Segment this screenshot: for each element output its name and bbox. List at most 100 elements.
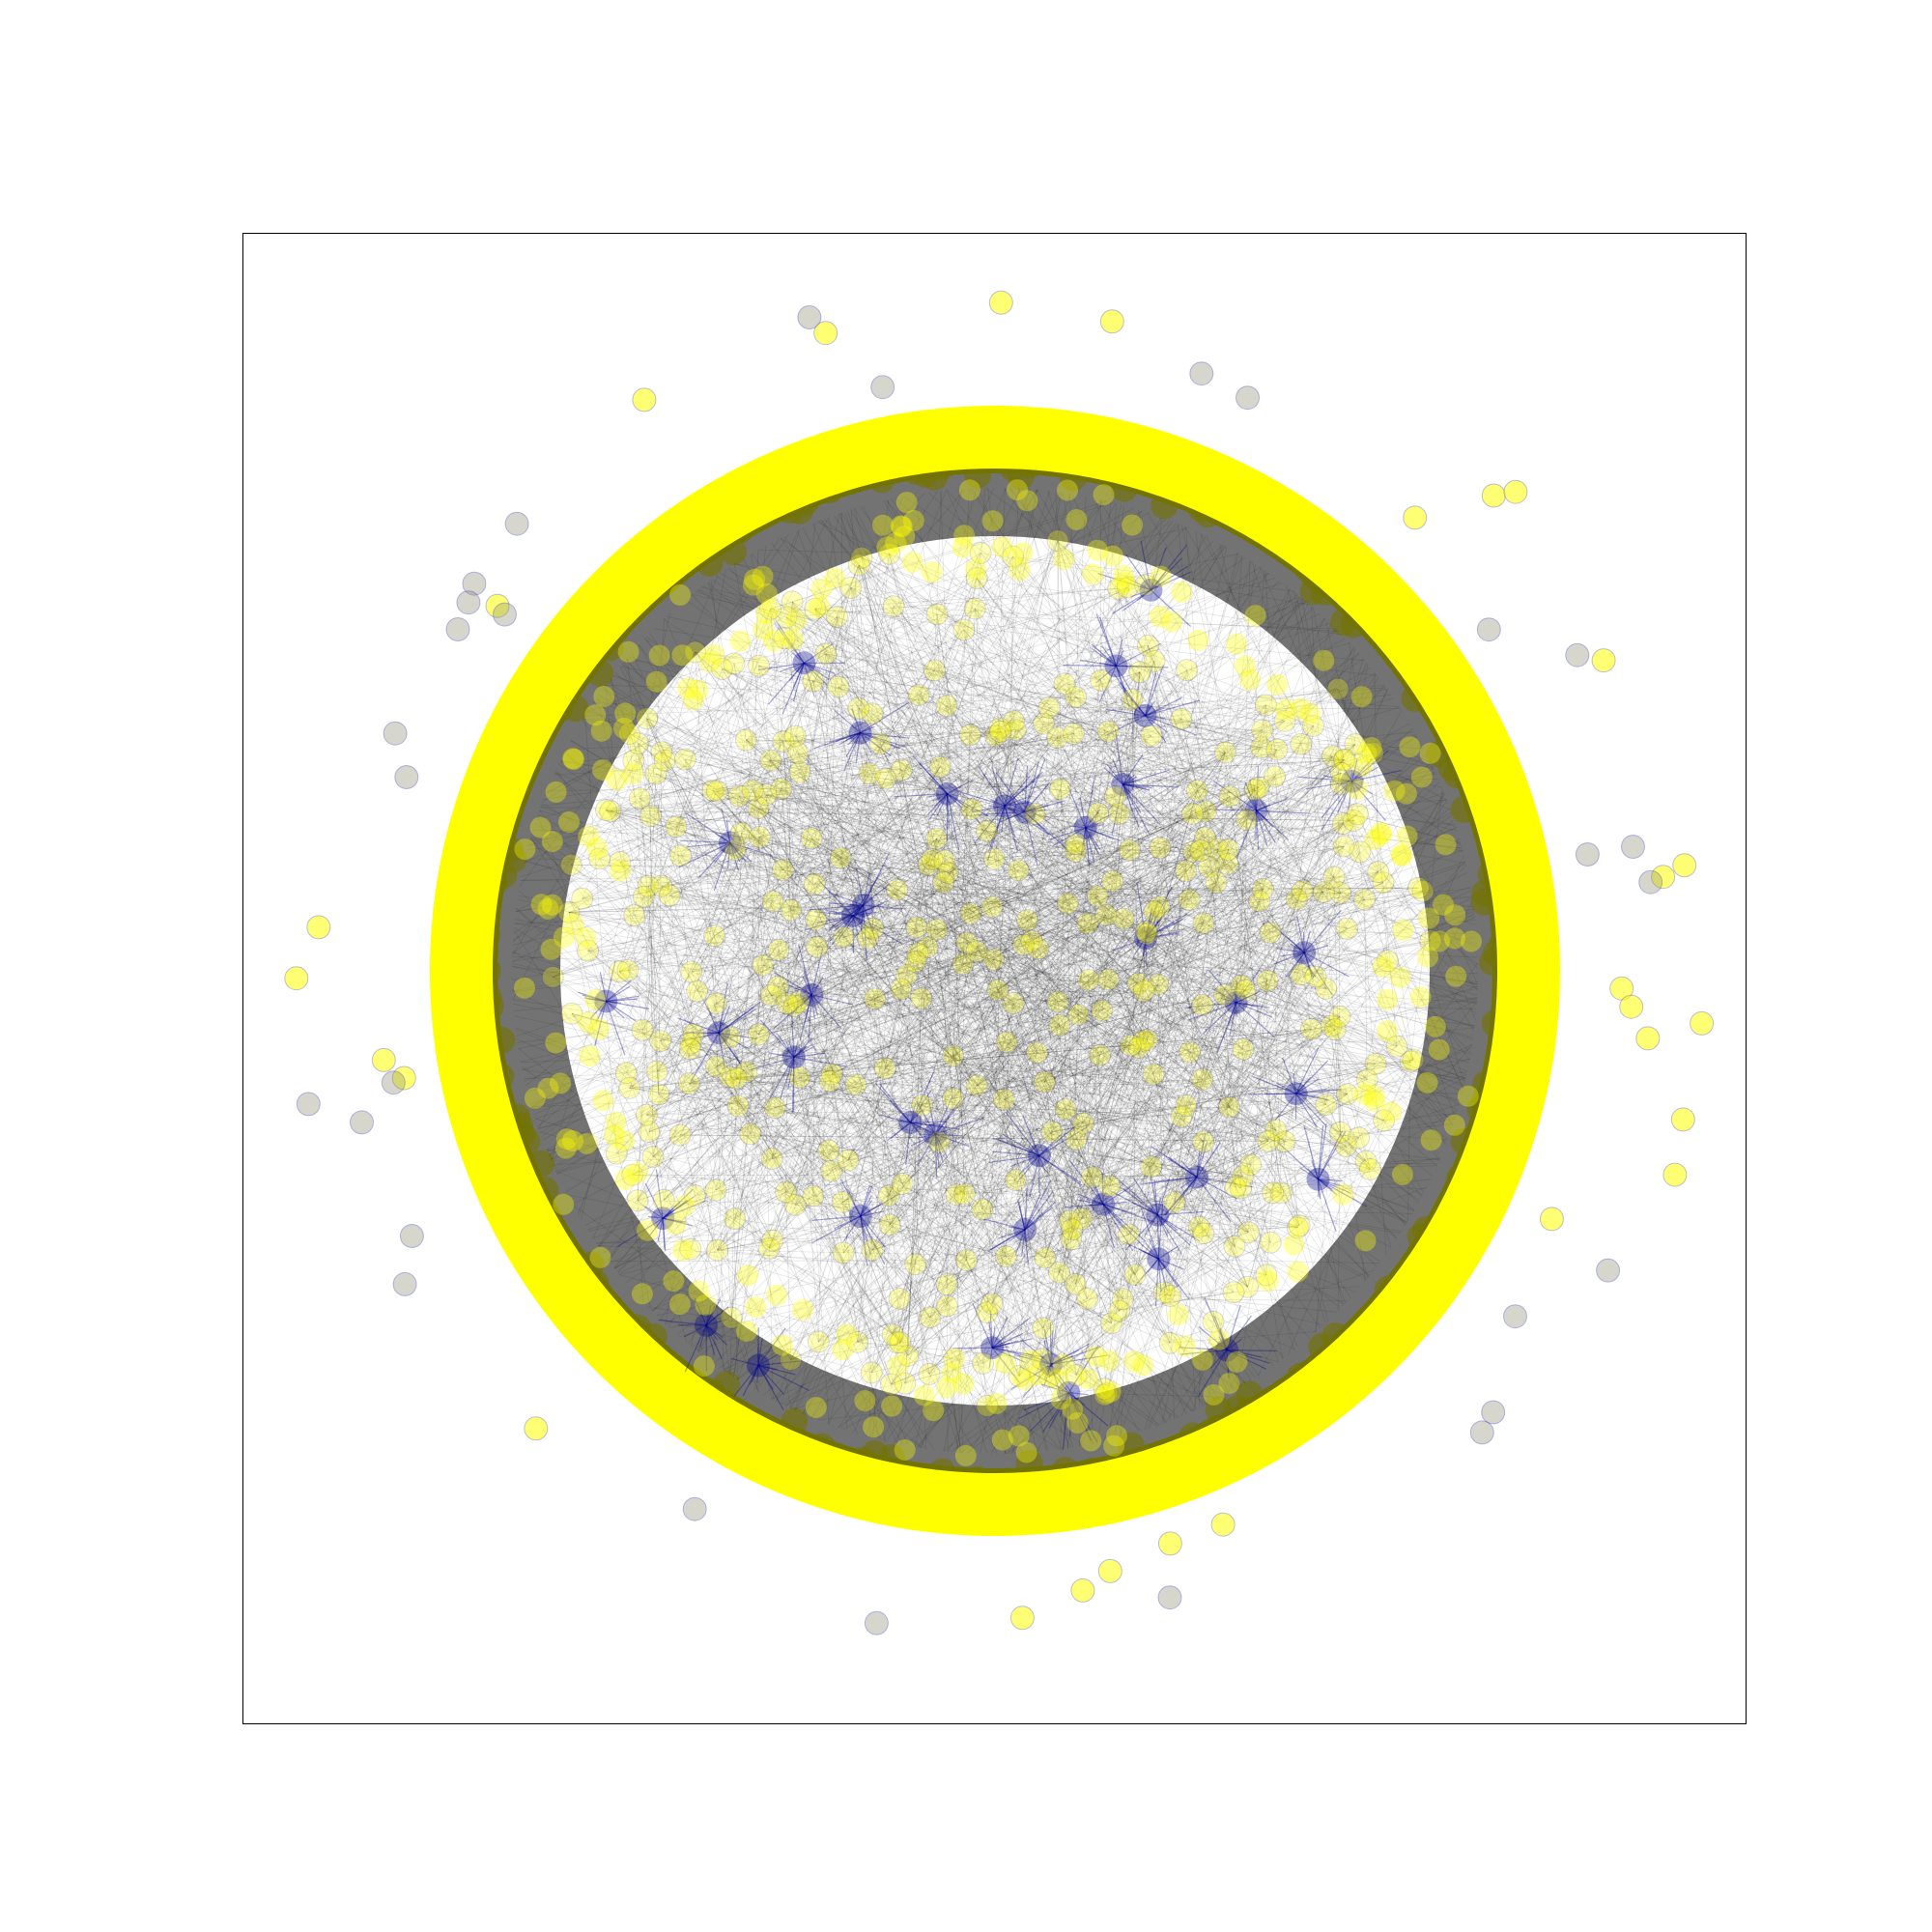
edge — [901, 769, 1079, 1015]
edge — [675, 529, 799, 827]
edge — [690, 778, 887, 1250]
edge — [952, 813, 1358, 1057]
hub-edge — [1150, 571, 1167, 591]
edge — [626, 1072, 1077, 1376]
node — [1180, 802, 1204, 825]
edge — [994, 858, 1370, 1277]
hub-edge — [1256, 810, 1290, 841]
hub-edge — [1295, 1076, 1312, 1094]
ring-node — [1344, 554, 1372, 582]
hub-edge — [1142, 938, 1147, 955]
edge — [1073, 733, 1424, 750]
edge — [976, 813, 1036, 1086]
edge — [606, 810, 988, 1406]
edge — [931, 859, 1398, 1047]
hub-edge — [852, 915, 902, 945]
edge — [791, 601, 898, 1343]
edge — [1057, 540, 1226, 753]
edge — [1364, 899, 1368, 1080]
edge — [775, 736, 1418, 1109]
edge — [888, 951, 978, 1196]
ring-node — [441, 928, 469, 956]
node — [1363, 1085, 1385, 1107]
edge — [1254, 789, 1411, 1063]
edge — [1383, 1001, 1478, 1122]
node — [924, 827, 948, 850]
edge — [772, 1094, 1348, 1159]
edge — [843, 672, 1377, 938]
edge — [571, 1012, 791, 1360]
hub-edge — [1122, 783, 1152, 788]
edge — [1128, 860, 1466, 1236]
ring-node — [434, 1005, 462, 1033]
edge — [1247, 1192, 1274, 1288]
edge — [598, 695, 944, 883]
hub-edge — [988, 1154, 1039, 1163]
node — [537, 897, 559, 920]
hub-edge — [605, 985, 631, 1003]
edge — [847, 661, 1155, 1161]
edge — [802, 527, 1152, 1167]
edge — [1146, 744, 1356, 932]
edge-layer — [493, 469, 1497, 1473]
edge — [694, 545, 767, 1196]
node — [1064, 840, 1087, 864]
edge — [520, 889, 1264, 1063]
edge — [927, 865, 1468, 1072]
node — [1244, 605, 1266, 627]
edge — [770, 942, 968, 996]
edge — [1057, 540, 1267, 1276]
edge — [1188, 725, 1314, 900]
hub-edge — [838, 904, 865, 941]
node — [1251, 719, 1274, 742]
node — [1349, 840, 1372, 864]
edge — [847, 733, 1074, 1161]
edge — [1059, 505, 1124, 1273]
edge — [832, 820, 1354, 1074]
node — [1046, 529, 1069, 553]
hub-edge — [860, 1204, 881, 1217]
node — [953, 525, 976, 547]
node — [1232, 1165, 1255, 1188]
ring-node — [494, 709, 522, 737]
edge — [828, 796, 1231, 1151]
edge — [891, 979, 1109, 1385]
edge — [758, 665, 1098, 896]
edge — [1000, 526, 1186, 732]
edge — [971, 809, 1225, 996]
edge — [1229, 796, 1282, 1193]
edge — [907, 1047, 1140, 1356]
hub-edge — [1122, 783, 1158, 822]
node — [761, 1229, 784, 1252]
node — [1229, 1177, 1252, 1200]
node — [553, 926, 575, 949]
edge — [770, 759, 1274, 1367]
edge — [1293, 591, 1347, 1147]
edge — [1000, 729, 1016, 732]
hub-edge — [705, 1306, 729, 1326]
node — [571, 887, 594, 910]
edge — [1037, 949, 1121, 1312]
edge — [891, 1305, 948, 1385]
edge — [571, 1012, 770, 1249]
edge — [1074, 719, 1182, 852]
node — [854, 1390, 876, 1412]
edge — [746, 680, 813, 741]
edge — [1018, 707, 1050, 1377]
edge — [889, 698, 1133, 1226]
node — [781, 629, 804, 651]
edge — [729, 1047, 1140, 1376]
hub-edge — [1145, 919, 1183, 939]
node — [641, 1146, 665, 1168]
edge — [885, 1067, 1236, 1247]
hub-cluster — [988, 1111, 1089, 1198]
edge — [786, 766, 941, 1004]
hub-edge — [662, 1218, 666, 1250]
node — [639, 805, 662, 828]
edge — [1101, 685, 1385, 1011]
edge — [795, 731, 1001, 737]
edge — [696, 564, 860, 992]
node — [693, 1355, 715, 1378]
edge — [515, 1027, 739, 1107]
node — [1402, 1048, 1425, 1071]
